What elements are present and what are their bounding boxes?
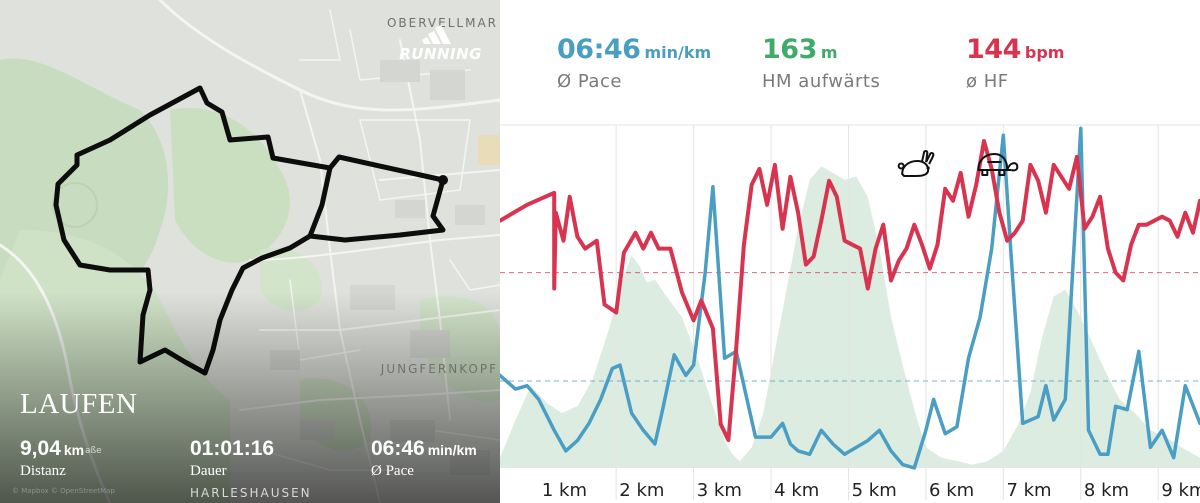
x-tick-label: 1 km [542,480,587,501]
x-tick-label: 9 km [1161,480,1200,501]
metric-value: 144 [966,34,1021,65]
map-place-label: JUNGFERNKOPF [380,362,498,376]
metric-label: ø HF [966,71,1009,92]
distance-label: Distanz [20,463,66,479]
map-shade [0,0,500,503]
distance-stat: 9,04 km Distanz [20,437,84,480]
metric-label: Ø Pace [557,71,622,92]
metric-unit: min/km [644,43,712,62]
pace-stat: 06:46 min/km Ø Pace [371,437,477,480]
metric-value: 06:46 [557,34,641,65]
route-map[interactable] [0,0,500,503]
x-tick-label: 4 km [774,480,819,501]
metric-pace: 06:46 min/km Ø Pace [557,34,711,92]
turtle-icon [977,153,1019,176]
distance-value: 9,04 [20,437,61,460]
brand-badge: RUNNING [399,22,482,63]
map-street-label: aße [85,446,102,456]
pace-unit: min/km [427,442,477,458]
map-place-label: OBERVELLMAR [386,16,498,30]
metric-value: 163 [762,34,817,65]
metric-unit: m [820,43,838,62]
duration-label: Dauer [190,463,227,479]
workout-stats-panel: 06:46 min/km Ø Pace 163 m HM aufwärts 144 b… [500,0,1200,503]
heart-rate-line [500,139,1200,443]
metric-unit: bpm [1024,43,1065,62]
x-tick-label: 2 km [619,480,664,501]
pace-label: Ø Pace [371,463,414,479]
x-tick-label: 5 km [852,480,897,501]
elevation-area [500,166,1200,468]
workout-chart[interactable]: 1 km 2 km 3 km 4 km 5 km 6 km 7 km 8 km 9 km [500,0,1200,503]
duration-stat: 01:01:16 Dauer [190,437,274,480]
activity-type: LAUFEN [20,388,138,420]
metric-heart-rate: 144 bpm ø HF [966,34,1064,92]
distance-unit: km [63,442,85,458]
map-place-label: HARLESHAUSEN [190,486,312,500]
x-tick-label: 3 km [697,480,742,501]
duration-value: 01:01:16 [190,437,275,460]
pace-line [500,126,1200,470]
brand-text: RUNNING [399,45,482,63]
adidas-logo-icon [421,25,451,44]
rabbit-icon [897,149,935,177]
pace-value: 06:46 [371,437,425,460]
x-tick-label: 8 km [1084,480,1129,501]
x-tick-label: 7 km [1006,480,1051,501]
metric-label: HM aufwärts [762,71,881,92]
map-attribution[interactable]: © Mapbox © OpenStreetMap [12,487,115,495]
metric-elevation: 163 m HM aufwärts [762,34,880,92]
x-tick-label: 6 km [929,480,974,501]
route-map-card: OBERVELLMAR JUNGFERNKOPF HARLESHAUSEN aß… [0,0,500,503]
